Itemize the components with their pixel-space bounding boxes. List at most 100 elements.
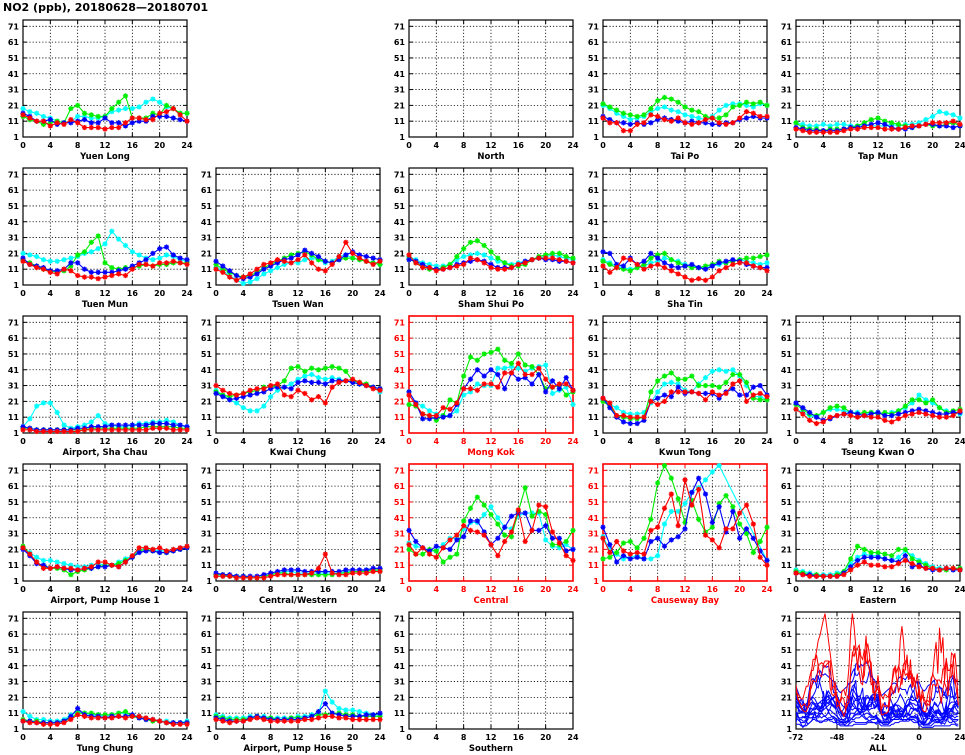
data-point-marker [377,716,383,723]
y-tick-label: 61 [201,630,213,639]
data-point-marker [356,379,363,386]
data-point-marker [116,561,122,567]
y-tick-label: 71 [8,466,20,475]
data-point-marker [213,266,219,272]
data-point-marker [75,567,81,573]
data-point-marker [109,120,115,126]
data-point-marker [47,258,53,264]
y-tick-label: 41 [588,514,600,523]
data-point-marker [88,419,94,425]
data-point-marker [702,491,709,497]
data-point-marker [116,236,122,242]
data-point-marker [295,257,301,263]
data-point-marker [634,414,640,420]
x-tick-label: 4 [821,141,827,150]
x-tick-label: 8 [655,437,661,446]
data-point-marker [406,542,412,548]
data-point-marker [743,99,750,105]
y-tick-label: 21 [588,397,600,406]
data-point-marker [800,572,806,578]
x-tick-label: 0 [20,141,26,150]
data-point-marker [627,414,633,420]
data-point-marker [157,549,163,556]
x-tick-label: 12 [679,289,690,298]
data-point-marker [315,379,322,386]
y-tick-label: 11 [394,265,406,274]
data-point-marker [600,101,606,107]
x-tick-label: 4 [628,585,634,594]
data-point-marker [661,543,668,549]
data-point-marker [682,500,688,507]
data-point-marker [150,546,156,552]
data-point-marker [895,411,902,417]
y-tick-label: 21 [201,249,213,258]
data-point-marker [488,255,494,261]
data-point-marker [157,718,163,724]
data-point-marker [620,255,627,261]
data-point-marker [488,349,494,355]
x-tick-label: 12 [872,141,883,150]
y-tick-label: 61 [201,482,213,491]
data-point-marker [157,255,163,261]
data-point-marker [716,395,722,401]
y-tick-label: 61 [201,186,213,195]
data-point-marker [68,263,74,269]
x-tick-label: 8 [268,437,274,446]
x-tick-label: 16 [127,289,139,298]
data-point-marker [157,260,163,266]
data-point-marker [716,504,722,510]
data-point-marker [556,540,562,546]
data-point-marker [406,257,412,263]
data-point-marker [109,269,115,275]
data-point-marker [302,247,308,253]
data-point-marker [689,497,695,503]
data-point-marker [730,504,736,510]
data-point-marker [634,265,640,271]
data-point-marker [757,554,763,560]
data-point-marker [930,565,936,571]
x-tick-label: 12 [679,585,690,594]
x-tick-label: 0 [793,437,799,446]
data-point-marker [743,102,750,108]
data-point-marker [356,570,363,576]
data-point-marker [227,274,233,280]
data-point-marker [315,394,322,400]
data-point-marker [109,124,115,131]
y-tick-label: 21 [8,249,20,258]
y-tick-label: 11 [201,709,213,718]
plot-frame [795,315,961,434]
data-point-marker [675,381,681,387]
data-point-marker [723,379,729,386]
x-tick-label: 8 [655,585,661,594]
data-point-marker [675,265,681,271]
data-point-marker [102,420,108,427]
data-point-marker [220,394,226,400]
data-point-marker [502,524,508,530]
data-point-marker [220,263,226,269]
x-tick-label: 24 [374,289,386,298]
data-point-marker [433,417,439,423]
data-point-marker [322,568,328,575]
data-point-marker [889,553,895,559]
data-point-marker [549,542,556,548]
data-point-marker [295,718,301,724]
data-point-marker [309,713,315,719]
data-point-marker [661,521,668,527]
data-point-marker [268,394,274,400]
data-point-marker [20,545,26,551]
data-point-marker [447,554,453,560]
y-tick-label: 31 [8,234,20,243]
data-point-marker [648,112,654,118]
data-point-marker [743,260,750,266]
data-point-marker [163,252,170,258]
y-tick-label: 1 [593,281,599,290]
data-point-marker [793,120,799,126]
data-point-marker [661,117,668,123]
data-point-marker [95,276,101,282]
data-point-marker [668,118,674,124]
data-point-marker [730,257,736,263]
data-point-marker [109,109,115,115]
plot-frame [795,611,961,730]
data-point-marker [723,368,729,374]
x-tick-label: 4 [821,437,827,446]
